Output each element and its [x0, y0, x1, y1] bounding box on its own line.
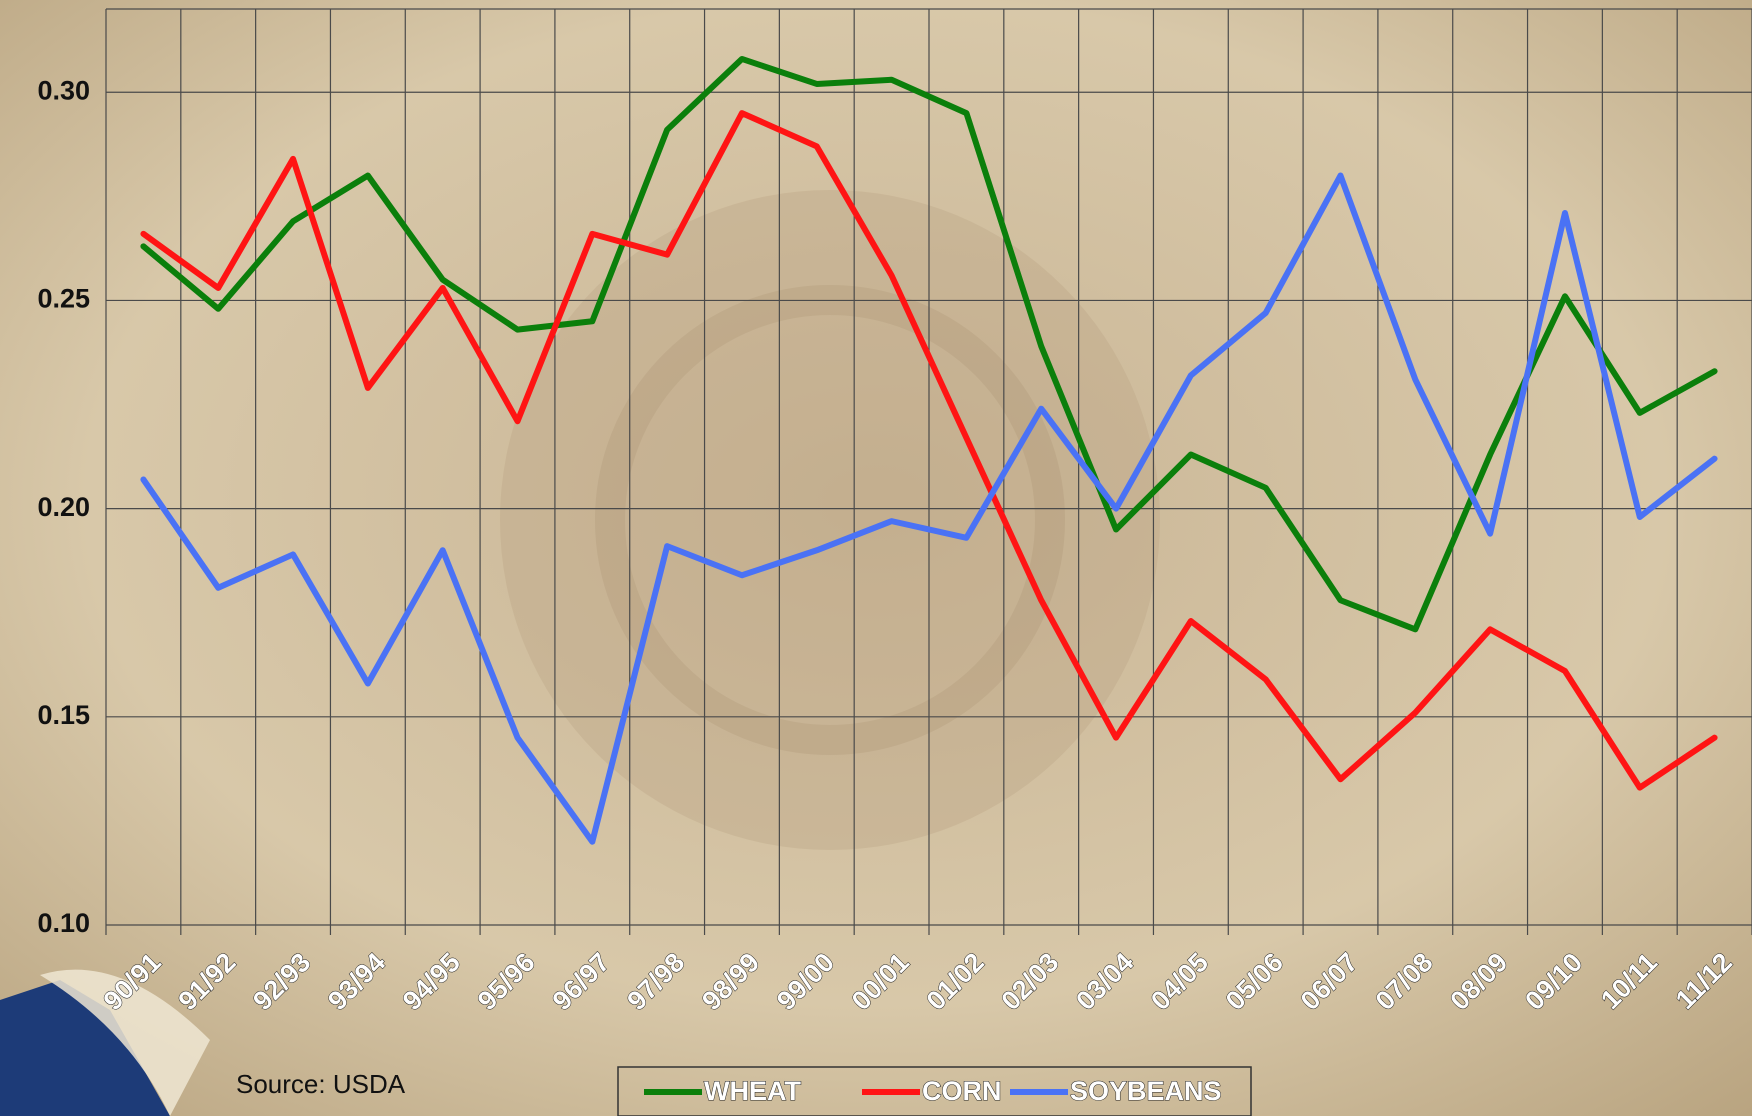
legend-box	[617, 1066, 1252, 1116]
legend-label: SOYBEANS	[1070, 1076, 1222, 1106]
y-tick-label: 0.10	[37, 908, 90, 938]
series-line	[140, 110, 1718, 791]
logo	[0, 980, 170, 1116]
legend-label: WHEAT	[704, 1076, 801, 1106]
page-curl	[40, 969, 210, 1116]
y-tick-label: 0.30	[37, 75, 90, 105]
series-line	[140, 55, 1718, 633]
series-line	[140, 172, 1718, 845]
y-tick-label: 0.25	[37, 284, 90, 314]
legend: WHEAT CORN SOYBEANS	[644, 1076, 1222, 1107]
source-note: Source: USDA	[236, 1069, 406, 1099]
y-tick-label: 0.15	[37, 700, 90, 730]
background-ornament	[500, 190, 1160, 850]
y-tick-label: 0.20	[37, 492, 90, 522]
legend-label: CORN	[922, 1076, 1002, 1106]
